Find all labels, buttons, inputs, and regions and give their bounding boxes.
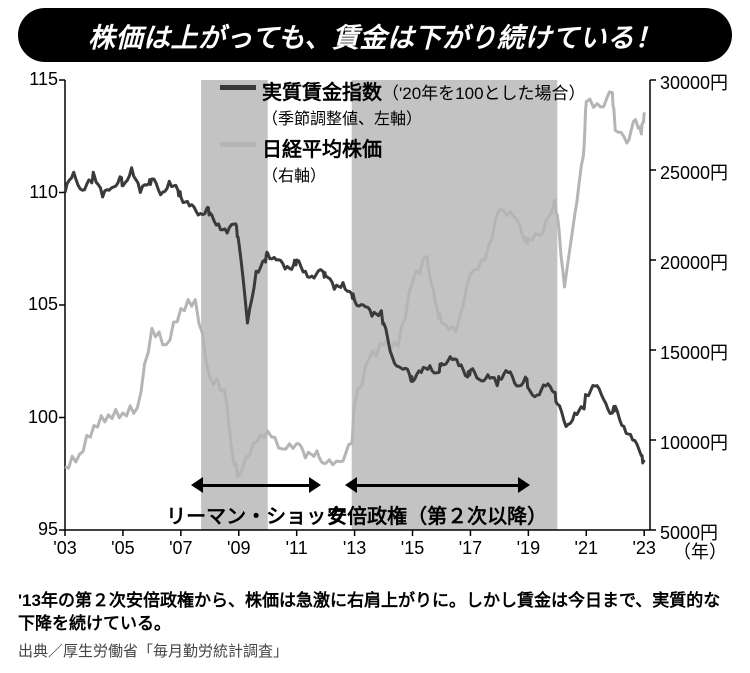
y-left-tick-label: 95: [18, 519, 58, 540]
x-tick-label: '23: [632, 538, 655, 559]
y-right-tick-label: 30000円: [660, 69, 750, 95]
y-right-tick-label: 15000円: [660, 339, 750, 365]
x-tick-label: '19: [517, 538, 540, 559]
annotation-label: 安倍政権（第２次以降）: [327, 500, 547, 529]
x-tick-label: '09: [227, 538, 250, 559]
legend-item-nikkei: 日経平均株価: [220, 133, 586, 162]
x-tick-label: '21: [575, 538, 598, 559]
annotation-label: リーマン・ショック: [166, 500, 346, 529]
x-tick-label: '13: [343, 538, 366, 559]
x-axis-unit: （年）: [673, 538, 727, 564]
legend-swatch-nikkei: [220, 142, 256, 147]
legend: 実質賃金指数（'20年を100とした場合） （季節調整値、左軸） 日経平均株価 …: [220, 76, 586, 186]
caption: '13年の第２次安倍政権から、株価は急激に右肩上がりに。しかし賃金は今日まで、実…: [18, 590, 732, 636]
legend-wages-main: 実質賃金指数: [262, 82, 382, 104]
chart-title-pill: 株価は上がっても、賃金は下がり続けている！: [18, 8, 732, 62]
legend-nikkei-main: 日経平均株価: [262, 139, 382, 161]
x-tick-label: '15: [401, 538, 424, 559]
chart-area: 95100105110115 5000円10000円15000円20000円25…: [10, 70, 740, 570]
x-tick-label: '17: [459, 538, 482, 559]
y-right-tick-label: 20000円: [660, 249, 750, 275]
chart-title: 株価は上がっても、賃金は下がり続けている！: [88, 16, 662, 55]
y-right-tick-label: 25000円: [660, 159, 750, 185]
x-tick-label: '11: [286, 538, 308, 559]
y-right-tick-label: 10000円: [660, 429, 750, 455]
annotation-arrow: [201, 484, 311, 487]
source: 出典／厚生労働省「毎月勤労統計調査」: [18, 640, 288, 661]
x-tick-label: '07: [169, 538, 192, 559]
y-left-tick-label: 105: [18, 294, 58, 315]
legend-wages-note: （'20年を100とした場合）: [382, 84, 586, 103]
y-left-tick-label: 110: [18, 182, 58, 203]
annotation-arrow: [355, 484, 520, 487]
legend-nikkei-sub: （右軸）: [262, 162, 586, 186]
x-tick-label: '05: [111, 538, 134, 559]
legend-swatch-wages: [220, 85, 256, 90]
y-left-tick-label: 115: [18, 69, 58, 90]
y-left-tick-label: 100: [18, 407, 58, 428]
x-tick-label: '03: [53, 538, 76, 559]
legend-wages-sub: （季節調整値、左軸）: [262, 105, 586, 129]
legend-item-wages: 実質賃金指数（'20年を100とした場合）: [220, 76, 586, 105]
